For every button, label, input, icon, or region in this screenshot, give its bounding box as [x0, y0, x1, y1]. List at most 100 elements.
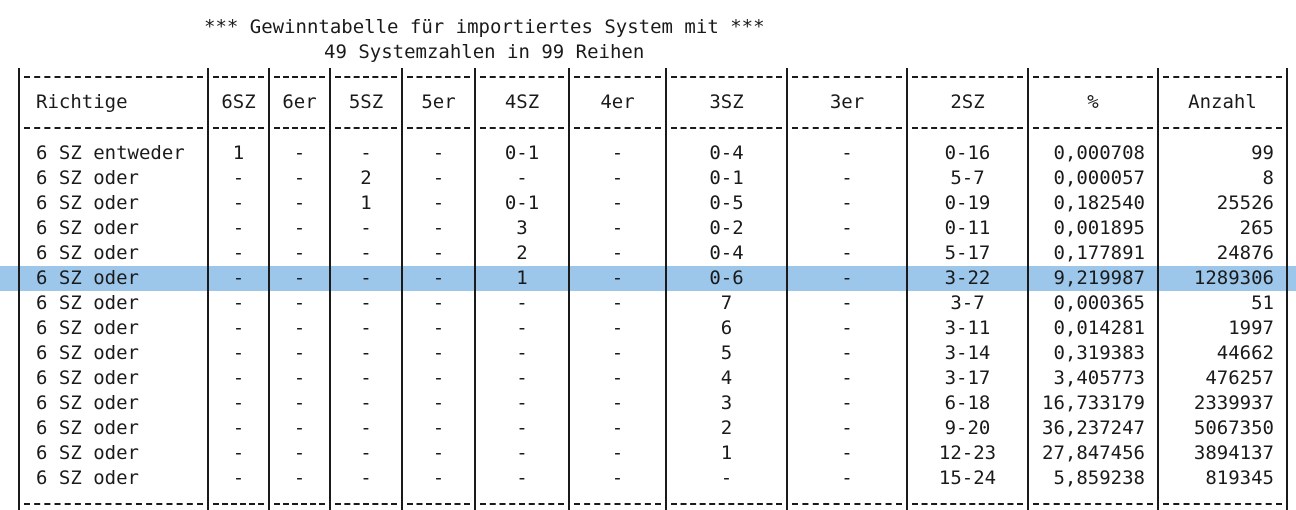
table-row-selected[interactable]: 6 SZ oder - - - - 1 - 0-6 - 3-22 9,219987 1289306 [0, 266, 1296, 291]
table-row[interactable]: 6 SZ oder - - - - - - 4 - 3-17 3,405773 476257 [0, 366, 1296, 391]
table-cell: - [293, 367, 306, 389]
table-cell: 3 [516, 217, 528, 239]
table-cell: 3 [720, 392, 733, 414]
column-header: Richtige [36, 91, 128, 113]
table-cell: - [516, 467, 528, 489]
table-cell: 6 SZ oder [36, 242, 139, 264]
table-cell: 5-7 [950, 167, 985, 189]
table-row[interactable]: 6 SZ entweder 1 - - - 0-1 - 0-4 - 0-16 0,000708 99 [0, 141, 1296, 166]
table-row[interactable]: 6 SZ oder - - - - - - 2 - 9-20 36,237247 5067350 [0, 416, 1296, 441]
table-cell: - [611, 467, 624, 489]
table-cell: - [432, 167, 445, 189]
table-cell: 1 [232, 142, 245, 164]
table-cell: - [232, 217, 245, 239]
table-cell: 1997 [1228, 317, 1274, 339]
dashed-rule [912, 503, 1023, 505]
table-cell: 265 [1239, 217, 1274, 239]
table-cell: - [432, 342, 445, 364]
table-cell: - [841, 442, 853, 464]
dashed-rule [912, 76, 1023, 78]
table-cell: 0,182540 [1053, 192, 1145, 214]
dashed-rule [274, 127, 325, 129]
table-cell: 476257 [1205, 367, 1274, 389]
table-cell: - [432, 292, 445, 314]
table-row[interactable]: 6 SZ oder - - - - - - 6 - 3-11 0,014281 1997 [0, 316, 1296, 341]
column-separator [568, 68, 570, 510]
table-cell: 36,237247 [1042, 417, 1145, 439]
table-cell: 6 SZ oder [36, 217, 139, 239]
table-cell: 99 [1251, 142, 1274, 164]
table-row[interactable]: 6 SZ oder - - 1 - 0-1 - 0-5 - 0-19 0,182540 25526 [0, 191, 1296, 216]
table-cell: - [432, 442, 445, 464]
column-header: 3er [829, 91, 865, 113]
table-row[interactable]: 6 SZ oder - - 2 - - - 0-1 - 5-7 0,000057 8 [0, 166, 1296, 191]
table-cell: 0-4 [709, 142, 744, 164]
column-header: 6SZ [221, 91, 256, 113]
table-cell: - [432, 267, 445, 289]
table-cell: - [232, 267, 245, 289]
dashed-rule [24, 127, 203, 129]
table-cell: - [432, 142, 445, 164]
column-header: 4er [600, 91, 635, 113]
table-cell: - [841, 167, 853, 189]
dashed-rule [480, 503, 564, 505]
table-cell: 2 [720, 417, 733, 439]
table-cell: - [841, 242, 853, 264]
table-cell: 3-17 [944, 367, 991, 389]
dashed-rule [574, 503, 661, 505]
table-cell: - [232, 167, 245, 189]
table-cell: 7 [720, 292, 733, 314]
column-header: 6er [282, 91, 317, 113]
table-cell: 44662 [1216, 342, 1274, 364]
table-cell: - [360, 267, 372, 289]
dashed-rule [671, 127, 782, 129]
table-cell: - [360, 317, 372, 339]
dashed-rule [213, 503, 264, 505]
table-cell: 6 SZ oder [36, 292, 139, 314]
dashed-rule [1033, 503, 1153, 505]
dashed-rule [274, 76, 325, 78]
table-cell: - [432, 317, 445, 339]
table-cell: - [516, 342, 528, 364]
table-cell: - [611, 292, 624, 314]
table-cell: - [720, 467, 733, 489]
column-separator [329, 68, 331, 510]
table-cell: 0-5 [709, 192, 744, 214]
dashed-rule [213, 127, 264, 129]
column-header: 4SZ [504, 91, 540, 113]
table-cell: - [232, 367, 245, 389]
table-row[interactable]: 6 SZ oder - - - - - - 1 - 12-23 27,847456 3894137 [0, 441, 1296, 466]
table-cell: - [432, 392, 445, 414]
dashed-rule [335, 503, 397, 505]
table-cell: 9-20 [944, 417, 991, 439]
table-cell: 0,000057 [1053, 167, 1145, 189]
table-cell: - [360, 367, 372, 389]
dashed-rule [671, 503, 782, 505]
table-cell: 6 SZ oder [36, 392, 139, 414]
table-cell: - [841, 142, 853, 164]
table-row[interactable]: 6 SZ oder - - - - - - 5 - 3-14 0,319383 44662 [0, 341, 1296, 366]
table-row[interactable]: 6 SZ oder - - - - 3 - 0-2 - 0-11 0,001895 265 [0, 216, 1296, 241]
table-row[interactable]: 6 SZ oder - - - - - - 3 - 6-18 16,733179 2339937 [0, 391, 1296, 416]
table-cell: 6 SZ entweder [36, 142, 185, 164]
table-row[interactable]: 6 SZ oder - - - - 2 - 0-4 - 5-17 0,177891 24876 [0, 241, 1296, 266]
table-cell: - [293, 217, 306, 239]
table-cell: 0,014281 [1053, 317, 1145, 339]
table-cell: - [232, 342, 245, 364]
table-cell: - [232, 442, 245, 464]
table-cell: - [516, 292, 528, 314]
table-row[interactable]: 6 SZ oder - - - - - - 7 - 3-7 0,000365 51 [0, 291, 1296, 316]
dashed-rule [1163, 127, 1282, 129]
table-cell: - [232, 242, 245, 264]
table-row[interactable]: 6 SZ oder - - - - - - - - 15-24 5,859238 819345 [0, 466, 1296, 491]
table-cell: 15-24 [938, 467, 997, 489]
table-cell: - [432, 467, 445, 489]
dashed-rule [1163, 503, 1282, 505]
table-cell: - [841, 317, 853, 339]
table-cell: 6 SZ oder [36, 342, 139, 364]
table-cell: - [293, 317, 306, 339]
column-header: % [1087, 91, 1099, 113]
table-cell: 2 [360, 167, 372, 189]
table-cell: - [516, 317, 528, 339]
table-cell: 6 SZ oder [36, 417, 139, 439]
